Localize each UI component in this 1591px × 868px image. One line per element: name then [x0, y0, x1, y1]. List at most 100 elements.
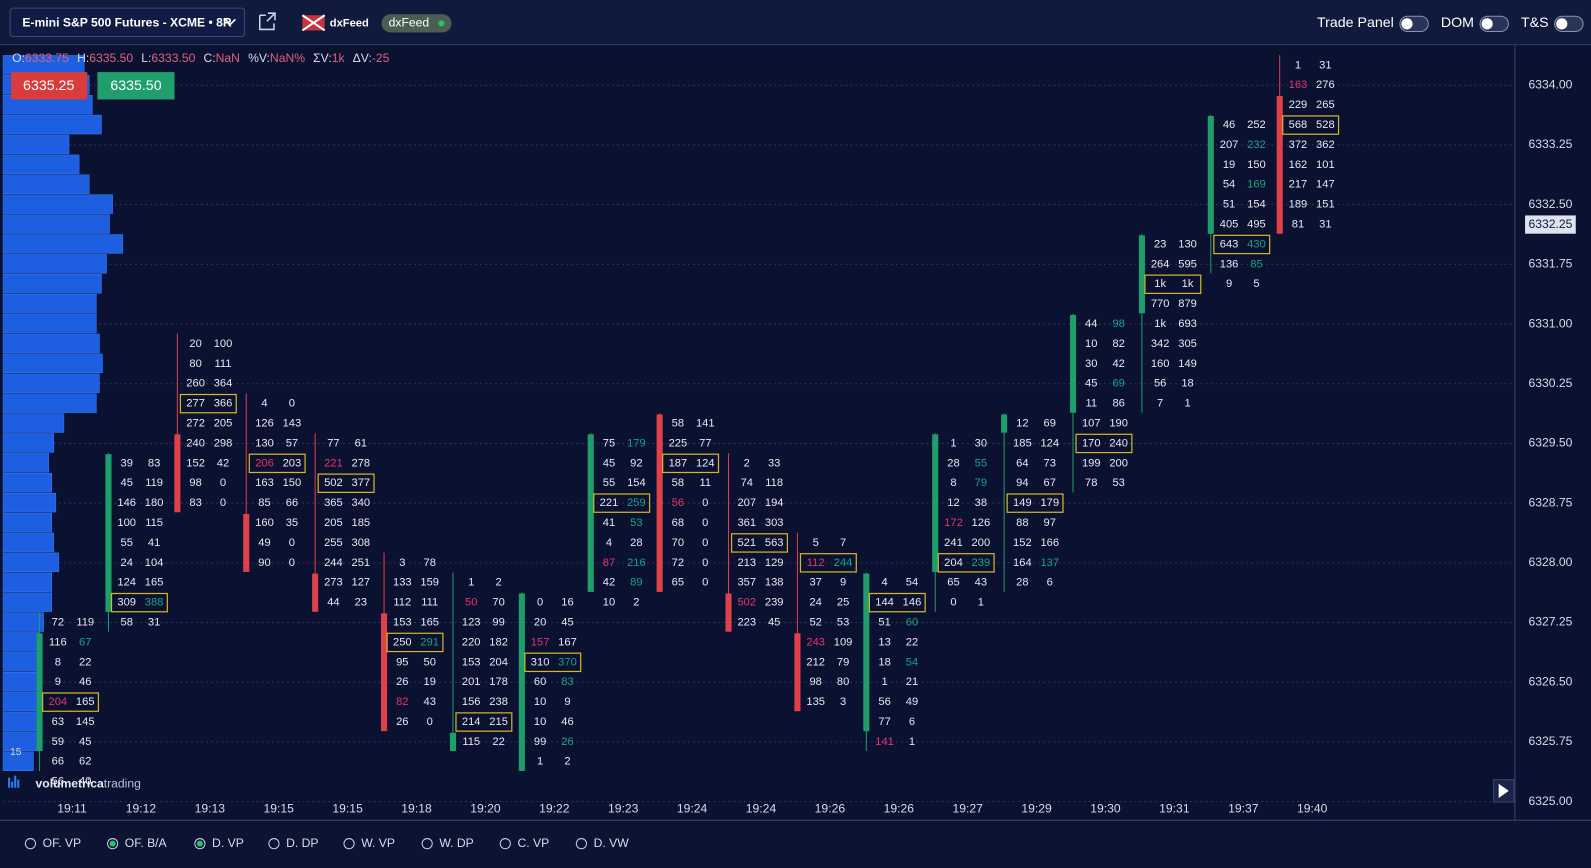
ask-volume: 66 [286, 497, 298, 509]
dropdown-box[interactable] [9, 7, 246, 38]
radio[interactable] [499, 838, 511, 850]
instrument-name[interactable]: E-mini S&P 500 Futures - XCME • 8R [22, 16, 232, 30]
bid-box[interactable] [11, 72, 88, 100]
ask-volume: 67 [1044, 477, 1056, 489]
price-label: 6334.00 [1528, 77, 1572, 91]
bid-volume: 112 [393, 597, 411, 609]
bid-volume: 241 [944, 537, 963, 549]
price-label: 6328.00 [1528, 555, 1572, 569]
radio[interactable] [268, 838, 280, 850]
bid-volume: 88 [1016, 517, 1028, 529]
ask-volume: 240 [1109, 437, 1128, 449]
ask-volume: 111 [421, 597, 438, 609]
ask-price[interactable]: 6335.50 [110, 78, 161, 94]
radio-label[interactable]: OF. VP [43, 836, 82, 850]
radio[interactable] [107, 838, 119, 850]
bid-volume: 56 [1154, 378, 1166, 390]
radio[interactable] [24, 838, 37, 850]
bid-volume: 44 [327, 597, 339, 609]
profile-bar [2, 612, 44, 632]
radio-label[interactable]: C. VP [517, 836, 549, 850]
candle-body [932, 434, 939, 572]
ask-volume: 495 [1247, 219, 1266, 231]
toggle-label[interactable]: DOM [1441, 15, 1474, 31]
bid-volume: 223 [737, 616, 756, 628]
profile-bar [2, 473, 53, 493]
candle-body [518, 593, 525, 771]
ask-volume: 0 [702, 497, 708, 509]
info-value: 1k [332, 51, 346, 65]
ask-volume: 364 [214, 378, 233, 390]
bid-volume: 204 [49, 696, 68, 708]
bid-volume: 70 [672, 537, 684, 549]
bid-volume: 78 [1085, 477, 1097, 489]
radio[interactable] [343, 838, 355, 850]
ask-volume: 166 [1040, 537, 1059, 549]
ask-volume: 101 [1316, 159, 1335, 171]
profile-bar [2, 174, 90, 194]
bid-volume: 1 [537, 756, 543, 768]
bid-volume: 98 [189, 477, 201, 489]
bid-volume: 28 [1016, 577, 1028, 589]
scroll-right-arrow[interactable] [1498, 783, 1509, 798]
bid-volume: 152 [1013, 537, 1032, 549]
ask-volume: 232 [1247, 139, 1266, 151]
ask-volume: 3 [840, 696, 846, 708]
bid-price[interactable]: 6335.25 [23, 78, 74, 94]
bid-volume: 74 [741, 477, 753, 489]
bid-volume: 20 [534, 616, 546, 628]
bid-volume: 39 [121, 457, 133, 469]
bid-volume: 18 [878, 656, 890, 668]
ask-volume: 54 [906, 656, 918, 668]
info-value: 6335.50 [89, 51, 133, 65]
radio-label[interactable]: W. DP [439, 836, 473, 850]
ask-volume: 159 [420, 577, 439, 589]
ask-volume: 370 [558, 656, 577, 668]
toggle-knob[interactable] [1556, 18, 1568, 30]
bid-volume: 9 [55, 676, 61, 688]
ask-volume: 33 [768, 457, 780, 469]
poc-box [593, 493, 651, 513]
radio-label[interactable]: OF. B/A [125, 836, 168, 850]
radio-label[interactable]: D. VW [594, 836, 630, 850]
poc-box [937, 553, 995, 573]
ask-volume: 16 [561, 597, 573, 609]
bid-volume: 229 [1289, 99, 1308, 111]
watermark: volumetricatrading [36, 777, 141, 791]
radio-dot[interactable] [109, 840, 116, 847]
bid-volume: 206 [255, 457, 274, 469]
bid-volume: 3 [399, 557, 405, 569]
ask-volume: 119 [76, 616, 94, 628]
ask-volume: 194 [765, 497, 784, 509]
ask-volume: 53 [837, 616, 849, 628]
bid-volume: 164 [1013, 557, 1032, 569]
radio-label[interactable]: D. DP [286, 836, 318, 850]
toggle-label[interactable]: Trade Panel [1317, 15, 1394, 31]
external-link-icon[interactable] [258, 12, 276, 31]
toggle-label[interactable]: T&S [1521, 15, 1549, 31]
profile-bar [2, 154, 80, 175]
bid-volume: 152 [186, 457, 205, 469]
radio-dot[interactable] [196, 840, 203, 847]
radio[interactable] [421, 838, 433, 850]
ask-volume: 366 [214, 398, 233, 410]
ask-volume: 9 [564, 696, 570, 708]
radio-label[interactable]: D. VP [212, 836, 244, 850]
chevron[interactable] [224, 18, 236, 26]
toggle-knob[interactable] [1401, 18, 1413, 30]
ask-volume: 200 [1109, 457, 1128, 469]
radio-label[interactable]: W. VP [361, 836, 395, 850]
ask-volume: 203 [283, 457, 302, 469]
radio[interactable] [194, 838, 206, 850]
time-label: 19:20 [470, 801, 501, 815]
ask-volume: 377 [352, 477, 371, 489]
radio[interactable] [575, 838, 587, 850]
ask-box[interactable] [97, 72, 175, 100]
ask-volume: 0 [220, 477, 226, 489]
bid-volume: 9 [1226, 278, 1232, 290]
toggle-knob[interactable] [1481, 18, 1493, 30]
bid-volume: 146 [117, 497, 136, 509]
instrument-dropdown[interactable]: E-mini S&P 500 Futures - XCME • 8R [9, 7, 246, 38]
bid-volume: 81 [1292, 219, 1304, 231]
watermark-light: trading [104, 777, 141, 791]
